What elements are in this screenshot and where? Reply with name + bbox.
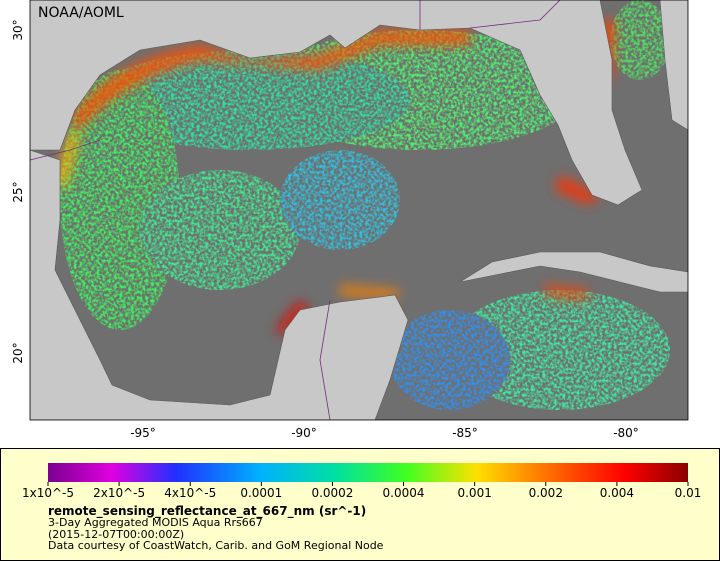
- borders: [30, 0, 561, 420]
- lon-label: -90°: [291, 426, 317, 440]
- map: NOAA/AOML: [30, 0, 688, 420]
- colorbar-tick-label: 0.0002: [311, 486, 353, 500]
- colorbar-tick-label: 0.0004: [383, 486, 425, 500]
- lat-label: 30°: [11, 19, 25, 40]
- reflectance-data: [60, 0, 670, 410]
- lon-label: -95°: [130, 426, 156, 440]
- colorbar-tick-label: 2x10^-5: [93, 486, 145, 500]
- lat-label: 20°: [11, 342, 25, 363]
- colorbar: [48, 463, 688, 482]
- land: [30, 0, 688, 420]
- legend-line: Data courtesy of CoastWatch, Carib. and …: [48, 539, 384, 552]
- legend-line: 3-Day Aggregated MODIS Aqua Rrs667: [48, 516, 263, 529]
- colorbar-tick-label: 0.002: [529, 486, 563, 500]
- lon-label: -80°: [613, 426, 639, 440]
- map-frame: [29, 0, 689, 421]
- colorbar-tick-label: 0.001: [457, 486, 491, 500]
- colorbar-tick-label: 0.01: [675, 486, 702, 500]
- lon-label: -85°: [452, 426, 478, 440]
- legend-line: (2015-12-07T00:00:00Z): [48, 528, 184, 541]
- colorbar-tick-label: 0.004: [600, 486, 634, 500]
- colorbar-tick-label: 0.0001: [240, 486, 282, 500]
- legend-title: remote_sensing_reflectance_at_667_nm (sr…: [48, 504, 366, 519]
- colorbar-ticks: 1x10^-5 2x10^-5 4x10^-5 0.0001 0.0002 0.0004 0…: [22, 482, 701, 500]
- credit: NOAA/AOML: [38, 5, 124, 21]
- lat-label: 25°: [11, 181, 25, 202]
- colorbar-tick-label: 1x10^-5: [22, 486, 74, 500]
- colorbar-tick-label: 4x10^-5: [164, 486, 216, 500]
